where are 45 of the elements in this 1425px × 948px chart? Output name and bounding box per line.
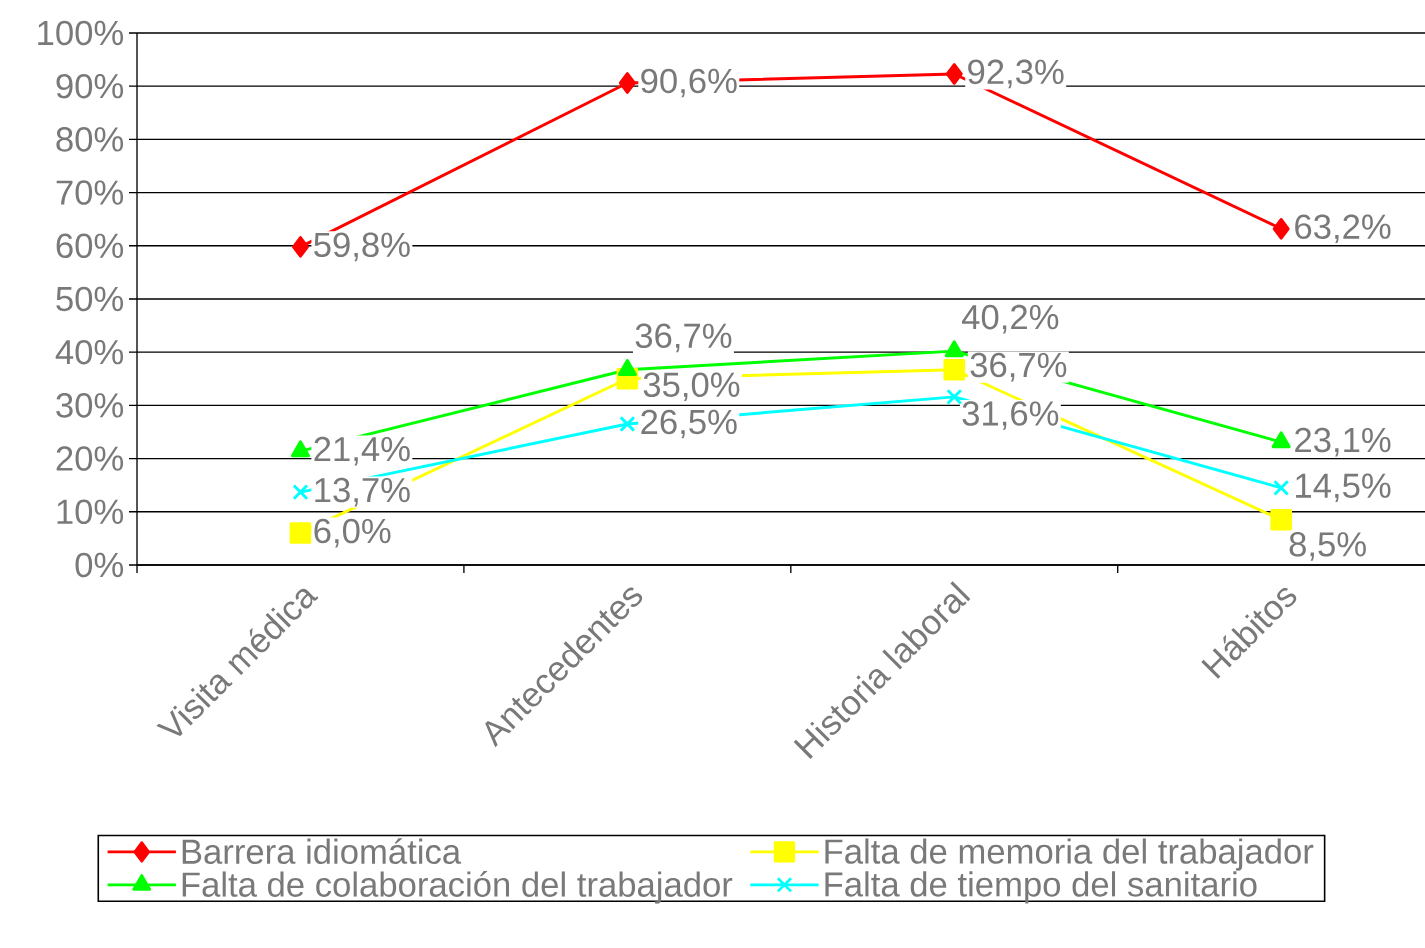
point xyxy=(619,415,636,433)
y-tick-label: 20% xyxy=(56,446,124,471)
legend-label: Barrera idiomática xyxy=(182,838,462,865)
legend-label: Falta de memoria del trabajador xyxy=(825,838,1314,871)
y-tick-label: 90% xyxy=(56,73,124,99)
data-label: 8,5% xyxy=(1289,532,1366,561)
data-label: 26,5% xyxy=(641,409,737,439)
data-label: 6,0% xyxy=(314,518,391,548)
point xyxy=(290,440,311,458)
legend-label: Falta de colaboración del trabajador xyxy=(182,871,733,904)
data-label: 31,6% xyxy=(962,401,1059,430)
legend-label: Falta de tiempo del sanitario xyxy=(825,871,1257,904)
data-label: 40,2% xyxy=(961,304,1059,334)
y-tick-label: 50% xyxy=(56,286,124,312)
point xyxy=(944,340,964,358)
data-label: 90,6% xyxy=(641,68,737,98)
data-label: 59,8% xyxy=(314,232,410,262)
data-label: 63,2% xyxy=(1295,214,1391,244)
y-tick-label: 100% xyxy=(38,20,124,46)
y-tick-label: 80% xyxy=(56,127,124,152)
y-tick-label: 30% xyxy=(56,393,124,418)
point xyxy=(1270,508,1292,531)
data-label: 13,7% xyxy=(315,477,410,507)
data-label: 36,7% xyxy=(635,323,732,353)
data-label: 21,4% xyxy=(314,436,410,466)
point xyxy=(289,522,312,544)
y-tick-label: 40% xyxy=(55,339,124,365)
point xyxy=(946,388,963,405)
y-tick-label: 70% xyxy=(56,180,124,205)
data-label: 35,0% xyxy=(643,372,740,402)
data-label: 23,1% xyxy=(1295,427,1391,457)
point xyxy=(1273,479,1290,496)
data-label: 14,5% xyxy=(1296,473,1391,503)
point xyxy=(945,63,963,85)
data-label: 92,3% xyxy=(968,59,1064,89)
y-tick-label: 10% xyxy=(57,499,124,525)
y-tick-label: 60% xyxy=(56,233,124,259)
point xyxy=(943,358,966,381)
point xyxy=(1272,217,1290,240)
point xyxy=(292,484,309,501)
point xyxy=(1271,431,1291,449)
point xyxy=(618,72,636,94)
point xyxy=(291,236,309,258)
y-tick-label: 0% xyxy=(75,552,124,578)
data-label: 36,7% xyxy=(970,352,1067,382)
